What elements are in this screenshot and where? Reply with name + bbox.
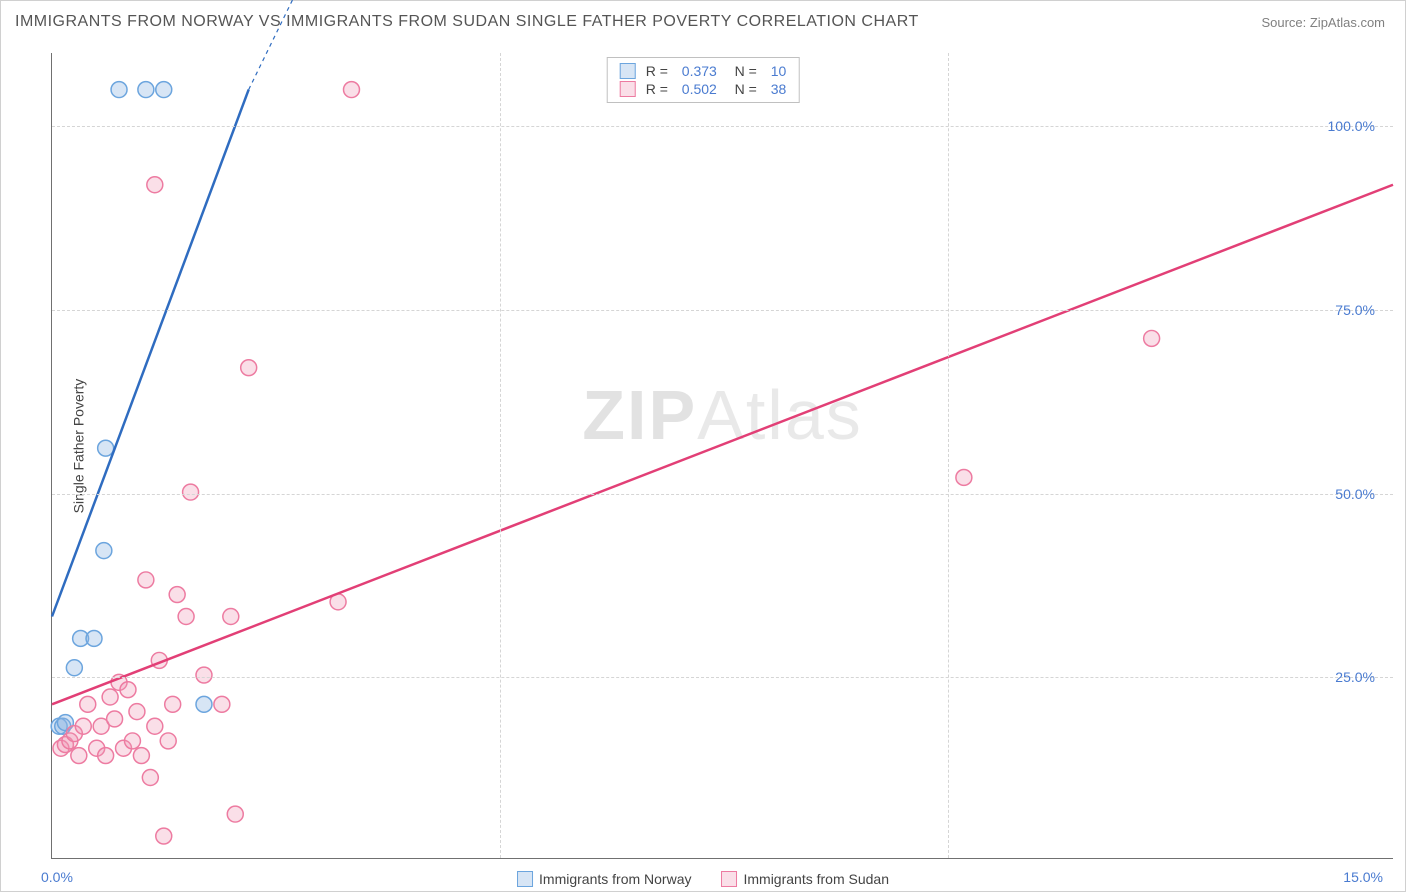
data-point (86, 630, 102, 646)
gridline-horizontal (52, 310, 1393, 311)
data-point (80, 696, 96, 712)
data-point (138, 572, 154, 588)
data-point (102, 689, 118, 705)
scatter-plot-svg (52, 53, 1393, 858)
chart-container: IMMIGRANTS FROM NORWAY VS IMMIGRANTS FRO… (0, 0, 1406, 892)
series-name: Immigrants from Sudan (743, 871, 889, 887)
data-point (196, 667, 212, 683)
data-point (75, 718, 91, 734)
gridline-horizontal (52, 126, 1393, 127)
data-point (120, 682, 136, 698)
n-value: 10 (771, 63, 787, 79)
data-point (107, 711, 123, 727)
data-point (1144, 330, 1160, 346)
data-point (111, 82, 127, 98)
legend-swatch (721, 871, 737, 887)
data-point (96, 543, 112, 559)
data-point (156, 82, 172, 98)
data-point (165, 696, 181, 712)
trend-line (52, 90, 249, 617)
data-point (344, 82, 360, 98)
x-axis-min-label: 0.0% (41, 869, 73, 885)
data-point (133, 748, 149, 764)
data-point (241, 360, 257, 376)
data-point (214, 696, 230, 712)
gridline-horizontal (52, 494, 1393, 495)
data-point (183, 484, 199, 500)
data-point (160, 733, 176, 749)
data-point (142, 770, 158, 786)
source-attribution: Source: ZipAtlas.com (1261, 15, 1385, 30)
chart-title: IMMIGRANTS FROM NORWAY VS IMMIGRANTS FRO… (15, 13, 919, 31)
plot-area: ZIPAtlas 25.0%50.0%75.0%100.0% (51, 53, 1393, 859)
series-name: Immigrants from Norway (539, 871, 691, 887)
gridline-vertical (948, 53, 949, 858)
data-point (129, 704, 145, 720)
data-point (98, 748, 114, 764)
legend-swatch (517, 871, 533, 887)
data-point (169, 587, 185, 603)
r-value: 0.502 (682, 81, 717, 97)
series-legend: Immigrants from Norway Immigrants from Su… (517, 871, 889, 887)
data-point (98, 440, 114, 456)
r-label: R = (646, 81, 672, 97)
data-point (71, 748, 87, 764)
correlation-legend-row: R = 0.373 N = 10 (620, 62, 787, 80)
n-label: N = (727, 81, 761, 97)
correlation-legend: R = 0.373 N = 10R = 0.502 N = 38 (607, 57, 800, 103)
y-tick-label: 25.0% (1335, 669, 1375, 685)
series-legend-item: Immigrants from Sudan (721, 871, 889, 887)
legend-swatch (620, 81, 636, 97)
series-legend-item: Immigrants from Norway (517, 871, 691, 887)
gridline-horizontal (52, 677, 1393, 678)
n-value: 38 (771, 81, 787, 97)
n-label: N = (727, 63, 761, 79)
data-point (156, 828, 172, 844)
trend-line (52, 185, 1393, 705)
gridline-vertical (500, 53, 501, 858)
data-point (227, 806, 243, 822)
r-label: R = (646, 63, 672, 79)
data-point (147, 718, 163, 734)
legend-swatch (620, 63, 636, 79)
data-point (66, 660, 82, 676)
r-value: 0.373 (682, 63, 717, 79)
data-point (124, 733, 140, 749)
data-point (196, 696, 212, 712)
correlation-legend-row: R = 0.502 N = 38 (620, 80, 787, 98)
x-axis-max-label: 15.0% (1343, 869, 1383, 885)
data-point (223, 609, 239, 625)
data-point (138, 82, 154, 98)
y-tick-label: 50.0% (1335, 486, 1375, 502)
y-tick-label: 100.0% (1328, 118, 1375, 134)
y-tick-label: 75.0% (1335, 302, 1375, 318)
data-point (956, 469, 972, 485)
data-point (178, 609, 194, 625)
data-point (147, 177, 163, 193)
